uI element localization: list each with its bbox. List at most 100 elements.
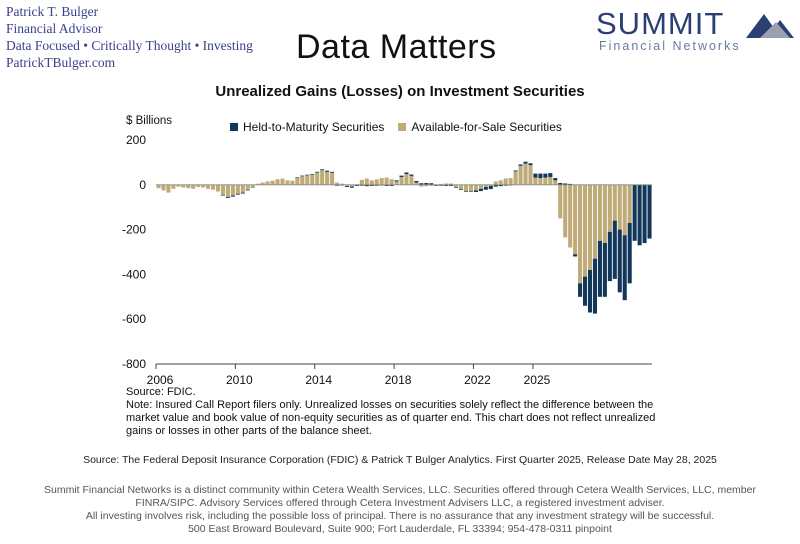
bar-htm: [463, 191, 469, 192]
bar-afs: [364, 178, 369, 185]
bar-htm: [444, 184, 449, 186]
mountain-icon: [746, 14, 794, 38]
bar-htm: [523, 161, 528, 164]
advisor-name: Patrick T. Bulger: [6, 4, 99, 19]
bar-afs: [255, 183, 260, 185]
bar-afs: [196, 184, 201, 188]
bar-htm: [354, 184, 359, 186]
source-note: Source: FDIC.: [126, 386, 196, 398]
bar-htm: [414, 180, 419, 183]
bar-afs: [245, 184, 250, 190]
bar-afs: [359, 179, 364, 185]
bar-afs: [578, 184, 583, 284]
bar-htm: [573, 254, 578, 257]
bar-afs: [290, 180, 295, 185]
bar-afs: [459, 184, 464, 190]
bar-afs: [335, 182, 340, 185]
bar-afs: [220, 184, 225, 195]
bar-htm: [295, 177, 300, 178]
bar-afs: [592, 184, 597, 259]
bar-htm: [434, 185, 439, 186]
bar-afs: [463, 184, 469, 192]
bar-htm: [553, 178, 558, 181]
bar-htm: [315, 171, 320, 173]
bar-afs: [270, 180, 275, 185]
x-tick-label: 2006: [147, 373, 174, 387]
bar-afs: [225, 184, 230, 198]
bar-htm: [473, 190, 478, 192]
bar-afs: [215, 184, 221, 192]
bar-afs: [325, 171, 330, 185]
bar-afs: [607, 184, 612, 232]
advisor-role: Financial Advisor: [6, 21, 103, 36]
bar-htm: [533, 173, 538, 178]
bar-htm: [592, 258, 597, 314]
x-tick-label: 2010: [226, 373, 253, 387]
bar-htm: [439, 184, 444, 186]
bar-htm: [330, 171, 335, 173]
source-line: Source: The Federal Deposit Insurance Co…: [83, 454, 717, 466]
bar-afs: [587, 184, 593, 270]
bar-htm: [632, 184, 637, 241]
bar-afs: [349, 184, 354, 187]
y-tick-label: -400: [122, 267, 146, 281]
bar-htm: [344, 186, 349, 188]
chart-legend: Held-to-Maturity Securities Available-fo…: [230, 120, 576, 134]
bar-htm: [449, 184, 454, 186]
bar-htm: [335, 184, 340, 186]
bar-afs: [240, 184, 245, 193]
bar-htm: [394, 180, 399, 182]
disclaimer: Summit Financial Networks is a distinct …: [20, 484, 780, 536]
bar-afs: [320, 170, 325, 185]
bar-afs: [344, 184, 349, 187]
bar-afs: [260, 182, 265, 185]
bar-htm: [399, 175, 404, 177]
bar-afs: [528, 165, 533, 185]
bar-afs: [369, 180, 374, 185]
bar-afs: [305, 175, 310, 185]
bar-afs: [424, 184, 429, 187]
legend-swatch-htm: [230, 123, 238, 131]
bar-htm: [310, 174, 315, 175]
bar-htm: [419, 183, 424, 185]
advisor-block: Patrick T. Bulger Financial Advisor Data…: [6, 3, 253, 71]
logo-subtitle: Financial Networks: [599, 39, 741, 53]
bar-afs: [399, 176, 404, 185]
bar-htm: [518, 164, 523, 166]
bar-afs: [488, 184, 493, 186]
bar-afs: [473, 184, 478, 191]
bar-afs: [518, 165, 523, 185]
bar-htm: [538, 173, 543, 179]
bar-htm: [230, 195, 235, 197]
bar-afs: [483, 184, 488, 188]
bar-afs: [250, 184, 255, 188]
legend-swatch-afs: [398, 123, 407, 131]
bar-htm: [220, 194, 225, 196]
bar-afs: [211, 184, 216, 190]
bar-htm: [548, 173, 553, 177]
bar-afs: [181, 184, 186, 188]
bar-afs: [573, 184, 578, 255]
y-tick-label: -800: [122, 357, 146, 371]
y-axis-unit: $ Billions: [126, 115, 173, 127]
advisor-website[interactable]: PatrickTBulger.com: [6, 55, 116, 70]
bar-afs: [166, 184, 171, 193]
bar-afs: [201, 184, 206, 188]
bar-afs: [513, 171, 518, 185]
bar-afs: [389, 179, 394, 185]
bar-htm: [528, 163, 533, 166]
bar-afs: [419, 184, 424, 187]
bar-htm: [597, 240, 602, 297]
bar-afs: [414, 182, 419, 185]
legend-item-htm: Held-to-Maturity Securities: [230, 120, 384, 134]
bar-htm: [612, 220, 617, 279]
bar-htm: [637, 184, 642, 246]
bar-afs: [280, 178, 285, 185]
bar-htm: [250, 187, 255, 188]
bar-htm: [647, 184, 652, 239]
bar-afs: [265, 181, 270, 185]
bar-htm: [478, 188, 483, 192]
bar-afs: [429, 184, 434, 186]
bar-htm: [578, 283, 583, 297]
